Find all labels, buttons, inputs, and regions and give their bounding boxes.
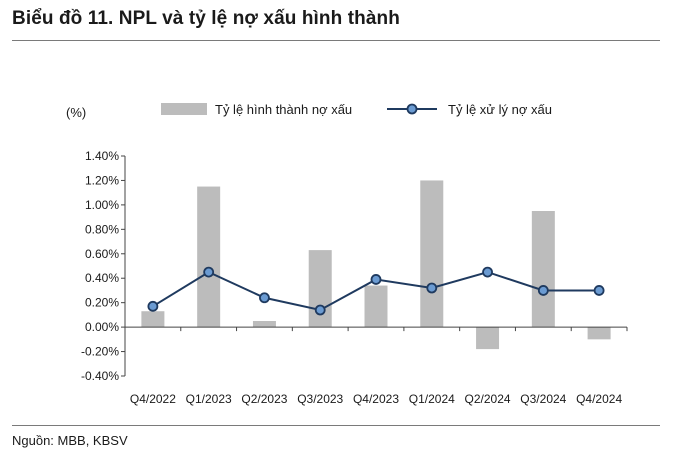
y-tick-label: -0.20% — [81, 345, 119, 359]
bar — [197, 186, 221, 328]
y-tick-label: 0.00% — [85, 320, 119, 334]
x-tick-label: Q2/2024 — [465, 392, 511, 406]
bar — [476, 327, 500, 350]
title-divider — [12, 40, 660, 41]
x-tick-label: Q1/2024 — [409, 392, 455, 406]
x-tick-label: Q2/2023 — [241, 392, 287, 406]
line-point — [482, 266, 493, 278]
line-point — [593, 285, 605, 296]
y-tick-label: 0.80% — [85, 222, 119, 236]
y-axis-unit-label: (%) — [66, 105, 86, 120]
y-tick-label: 1.20% — [85, 173, 119, 187]
bar — [587, 327, 611, 340]
line-point — [370, 274, 382, 285]
y-tick-label: 0.20% — [85, 296, 119, 310]
y-tick-label: 0.40% — [85, 271, 119, 285]
bar — [308, 250, 332, 328]
plot-area: -0.40% -0.20% 0.00% 0.20% 0.40% 0.60% 0.80% 1.0… — [81, 149, 628, 406]
y-tick-label: 1.40% — [85, 149, 119, 163]
y-tick-label: 0.60% — [85, 247, 119, 261]
legend-line-marker — [406, 103, 418, 115]
line-point — [426, 282, 438, 294]
x-tick-label: Q3/2024 — [520, 392, 566, 406]
y-tick-label: -0.40% — [81, 369, 119, 383]
bar — [531, 211, 555, 328]
source-note: Nguồn: MBB, KBSV — [12, 433, 128, 448]
legend-bar-swatch — [161, 103, 207, 115]
chart-title: Biểu đồ 11. NPL và tỷ lệ nợ xấu hình thà… — [12, 8, 400, 29]
legend-line-label: Tỷ lệ xử lý nợ xấu — [448, 102, 552, 117]
x-tick-label: Q4/2024 — [576, 392, 622, 406]
bar — [364, 285, 388, 328]
x-tick-label: Q1/2023 — [186, 392, 232, 406]
line-point — [147, 300, 159, 312]
x-tick-label: Q4/2022 — [130, 392, 176, 406]
line-point — [537, 285, 549, 296]
x-tick-label: Q4/2023 — [353, 392, 399, 406]
source-divider — [12, 425, 660, 426]
legend: Tỷ lệ hình thành nợ xấu Tỷ lệ xử lý nợ x… — [161, 102, 552, 117]
line-point — [203, 266, 215, 278]
bar — [141, 311, 165, 328]
bar — [420, 180, 444, 328]
bar — [252, 321, 276, 328]
y-tick-label: 1.00% — [85, 198, 119, 212]
line-point — [259, 292, 270, 304]
x-tick-label: Q3/2023 — [297, 392, 343, 406]
line-point — [314, 304, 326, 316]
legend-bar-label: Tỷ lệ hình thành nợ xấu — [215, 102, 352, 117]
